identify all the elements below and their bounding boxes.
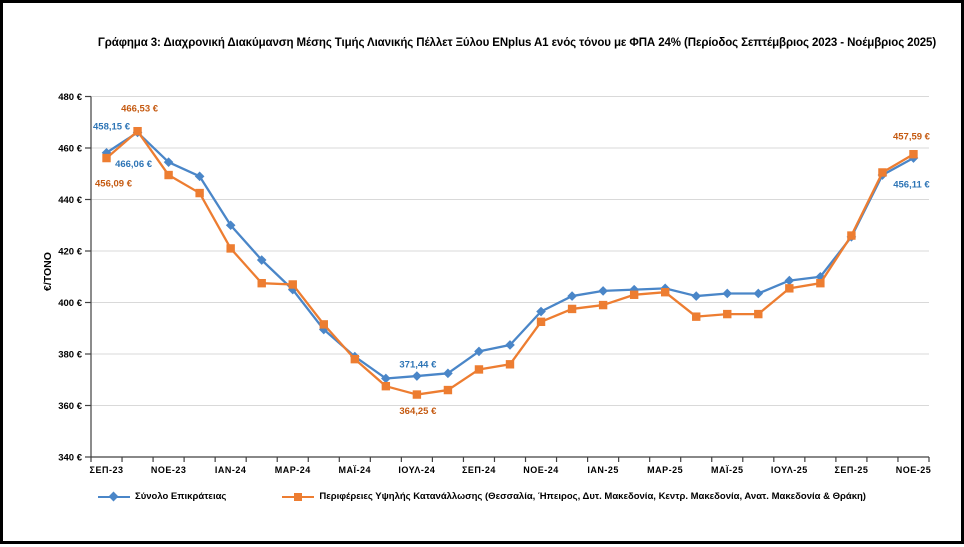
- data-point-diamond: [691, 291, 702, 301]
- x-tick-label: ΜΑΪ-24: [339, 465, 372, 475]
- data-label: 456,11 €: [893, 180, 930, 191]
- data-point-square: [567, 304, 577, 314]
- data-point-square: [474, 365, 484, 374]
- y-tick-label: 360 €: [58, 401, 82, 412]
- y-tick-label: 440 €: [58, 195, 82, 206]
- data-point-square: [288, 280, 297, 289]
- data-point-diamond: [163, 157, 174, 167]
- data-point-diamond: [412, 371, 422, 381]
- data-point-diamond: [194, 171, 205, 182]
- data-point-square: [816, 278, 825, 288]
- legend-item-regions: Περιφέρειες Υψηλής Κατανάλλωσης (Θεσσαλί…: [282, 491, 866, 502]
- x-tick-label: ΙΑΝ-25: [587, 465, 619, 475]
- data-label: 466,06 €: [115, 159, 153, 170]
- data-label: 456,09 €: [95, 179, 133, 190]
- x-tick-label: ΙΟΥΛ-25: [771, 465, 808, 475]
- data-point-diamond: [567, 291, 577, 301]
- data-point-diamond: [722, 288, 733, 299]
- data-label: 364,25 €: [399, 406, 437, 417]
- data-point-square: [195, 188, 204, 198]
- data-label: 457,59 €: [893, 132, 931, 143]
- data-point-square: [381, 381, 391, 391]
- x-tick-label: ΜΑΡ-25: [647, 465, 683, 475]
- data-point-diamond: [225, 220, 236, 231]
- y-tick-label: 400 €: [58, 298, 82, 309]
- y-tick-label: 380 €: [58, 350, 82, 361]
- data-point-square: [723, 309, 732, 319]
- data-point-square: [226, 244, 235, 253]
- x-tick-label: ΝΟΕ-24: [523, 465, 559, 475]
- data-point-square: [505, 360, 515, 369]
- data-point-square: [909, 150, 918, 159]
- x-tick-label: ΣΕΠ-24: [462, 465, 496, 475]
- x-tick-label: ΣΕΠ-25: [834, 465, 868, 475]
- y-tick-label: 420 €: [58, 247, 82, 258]
- data-point-square: [629, 290, 639, 299]
- data-point-square: [102, 153, 111, 163]
- data-point-square: [536, 317, 546, 327]
- data-point-square: [598, 300, 608, 310]
- data-point-square: [257, 278, 266, 288]
- data-point-square: [350, 354, 360, 364]
- data-label: 458,15 €: [93, 121, 131, 132]
- data-point-diamond: [598, 286, 608, 296]
- data-point-square: [692, 312, 701, 321]
- line-diamond-marker-icon: [98, 491, 130, 501]
- y-tick-label: 460 €: [58, 144, 82, 155]
- data-point-square: [754, 309, 763, 319]
- data-point-square: [785, 284, 794, 293]
- x-tick-label: ΜΑΪ-25: [711, 465, 744, 475]
- data-point-square: [443, 385, 453, 395]
- data-label: 466,53 €: [121, 104, 159, 115]
- legend: Σύνολο Επικράτειας Περιφέρειες Υψηλής Κα…: [3, 491, 961, 502]
- legend-label-total: Σύνολο Επικράτειας: [135, 491, 227, 502]
- line-square-marker-icon: [282, 492, 315, 501]
- chart-title: Γράφημα 3: Διαχρονική Διακύμανση Μέσης Τ…: [97, 37, 937, 49]
- y-tick-label: 340 €: [58, 453, 82, 464]
- data-point-square: [319, 320, 328, 329]
- data-point-square: [660, 288, 670, 297]
- y-tick-label: 480 €: [58, 92, 82, 103]
- x-tick-label: ΜΑΡ-24: [275, 465, 311, 475]
- data-point-square: [164, 170, 173, 180]
- data-point-square: [412, 390, 422, 399]
- x-tick-label: ΝΟΕ-23: [151, 465, 187, 475]
- x-tick-label: ΙΑΝ-24: [215, 465, 247, 475]
- data-point-diamond: [784, 275, 795, 286]
- data-label: 371,44 €: [399, 360, 437, 371]
- data-point-square: [133, 126, 142, 136]
- data-point-square: [847, 231, 856, 240]
- plot-area: 340 € 360 € 380 € 400 € 420 € 440 € 460 € 480 €…: [58, 92, 932, 475]
- legend-item-total: Σύνολο Επικράτειας: [98, 491, 226, 502]
- x-tick-label: ΝΟΕ-25: [896, 465, 932, 475]
- x-tick-label: ΙΟΥΛ-24: [398, 465, 435, 475]
- data-point-diamond: [753, 288, 764, 299]
- legend-label-regions: Περιφέρειες Υψηλής Κατανάλλωσης (Θεσσαλί…: [319, 491, 866, 502]
- x-tick-label: ΣΕΠ-23: [90, 465, 124, 475]
- series-line-1: [105, 130, 915, 396]
- data-point-square: [878, 168, 887, 177]
